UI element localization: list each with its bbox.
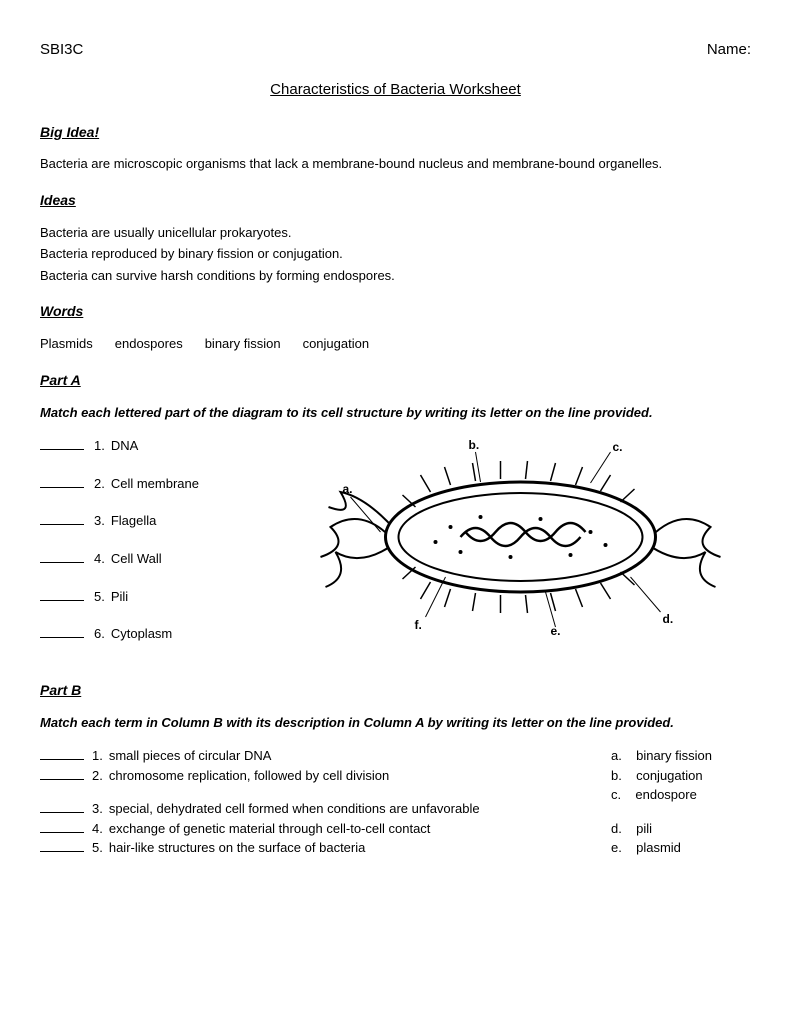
word-item: Plasmids [40,335,93,353]
bacteria-cell-icon: a. b. c. d. e. f. [290,437,751,637]
course-code: SBI3C [40,40,83,60]
item-number: 4. [94,550,105,568]
answer-blank[interactable] [40,801,84,813]
ideas-heading: Ideas [40,191,751,210]
match-item: 3. special, dehydrated cell formed when … [40,800,540,818]
answer-blank[interactable] [40,768,84,780]
item-label: DNA [111,437,138,455]
item-number: 5. [92,839,103,857]
option-letter: b. [611,768,622,783]
item-number: 3. [92,800,103,818]
item-number: 3. [94,512,105,530]
part-a-instruction: Match each lettered part of the diagram … [40,404,751,422]
word-item: conjugation [303,335,370,353]
header-row: SBI3C Name: [40,40,751,60]
part-a-wrap: 1. DNA 2. Cell membrane 3. Flagella 4. C… [40,437,751,662]
diagram-label-a: a. [343,482,353,496]
column-b: a. binary fission b. conjugation c. endo… [611,747,751,859]
part-b-instruction: Match each term in Column B with its des… [40,714,751,732]
item-label: Cell Wall [111,550,162,568]
part-a-heading: Part A [40,371,751,390]
match-item: 1. small pieces of circular DNA [40,747,540,765]
match-item: 2. Cell membrane [40,475,260,493]
item-number: 5. [94,588,105,606]
answer-blank[interactable] [40,821,84,833]
item-number: 1. [92,747,103,765]
option-item: e. plasmid [611,839,751,857]
diagram-label-c: c. [613,440,623,454]
match-item: 1. DNA [40,437,260,455]
match-item: 5. hair-like structures on the surface o… [40,839,540,857]
answer-blank[interactable] [40,626,84,638]
part-b-row: 1. small pieces of circular DNA 2. chrom… [40,747,751,859]
item-text: special, dehydrated cell formed when con… [109,800,480,818]
diagram-label-d: d. [663,612,674,626]
option-letter: d. [611,821,622,836]
part-b-heading: Part B [40,681,751,700]
item-number: 4. [92,820,103,838]
bacteria-diagram: a. b. c. d. e. f. [290,437,751,637]
answer-blank[interactable] [40,748,84,760]
item-text: exchange of genetic material through cel… [109,820,431,838]
answer-blank[interactable] [40,513,84,525]
option-letter: e. [611,840,622,855]
option-text: conjugation [636,768,703,783]
option-text: pili [636,821,652,836]
diagram-label-b: b. [469,438,480,452]
item-number: 2. [92,767,103,785]
option-text: endospore [635,787,696,802]
answer-blank[interactable] [40,589,84,601]
option-letter: a. [611,748,622,763]
page-title: Characteristics of Bacteria Worksheet [40,80,751,100]
item-label: Cell membrane [111,475,199,493]
answer-blank[interactable] [40,438,84,450]
item-label: Pili [111,588,128,606]
match-item: 4. Cell Wall [40,550,260,568]
big-idea-text: Bacteria are microscopic organisms that … [40,155,751,173]
answer-blank[interactable] [40,840,84,852]
item-text: chromosome replication, followed by cell… [109,767,389,785]
match-item: 4. exchange of genetic material through … [40,820,540,838]
answer-blank[interactable] [40,476,84,488]
match-item: 3. Flagella [40,512,260,530]
word-item: endospores [115,335,183,353]
part-a-list: 1. DNA 2. Cell membrane 3. Flagella 4. C… [40,437,260,662]
option-text: plasmid [636,840,681,855]
match-item: 6. Cytoplasm [40,625,260,643]
item-text: small pieces of circular DNA [109,747,272,765]
word-item: binary fission [205,335,281,353]
option-item: a. binary fission [611,747,751,765]
ideas-line: Bacteria reproduced by binary fission or… [40,245,751,263]
item-label: Cytoplasm [111,625,172,643]
option-item: b. conjugation [611,767,751,785]
item-label: Flagella [111,512,157,530]
name-label: Name: [707,40,751,60]
diagram-label-e: e. [551,624,561,637]
match-item: 5. Pili [40,588,260,606]
option-letter: c. [611,787,621,802]
item-number: 6. [94,625,105,643]
big-idea-heading: Big Idea! [40,123,751,142]
option-item: d. pili [611,820,751,838]
words-row: Plasmids endospores binary fission conju… [40,335,751,353]
option-item: c. endospore [611,786,751,804]
ideas-line: Bacteria are usually unicellular prokary… [40,224,751,242]
words-heading: Words [40,302,751,321]
ideas-line: Bacteria can survive harsh conditions by… [40,267,751,285]
match-item: 2. chromosome replication, followed by c… [40,767,540,785]
item-text: hair-like structures on the surface of b… [109,839,366,857]
diagram-label-f: f. [415,618,422,632]
answer-blank[interactable] [40,551,84,563]
column-a: 1. small pieces of circular DNA 2. chrom… [40,747,540,859]
item-number: 1. [94,437,105,455]
item-number: 2. [94,475,105,493]
option-text: binary fission [636,748,712,763]
